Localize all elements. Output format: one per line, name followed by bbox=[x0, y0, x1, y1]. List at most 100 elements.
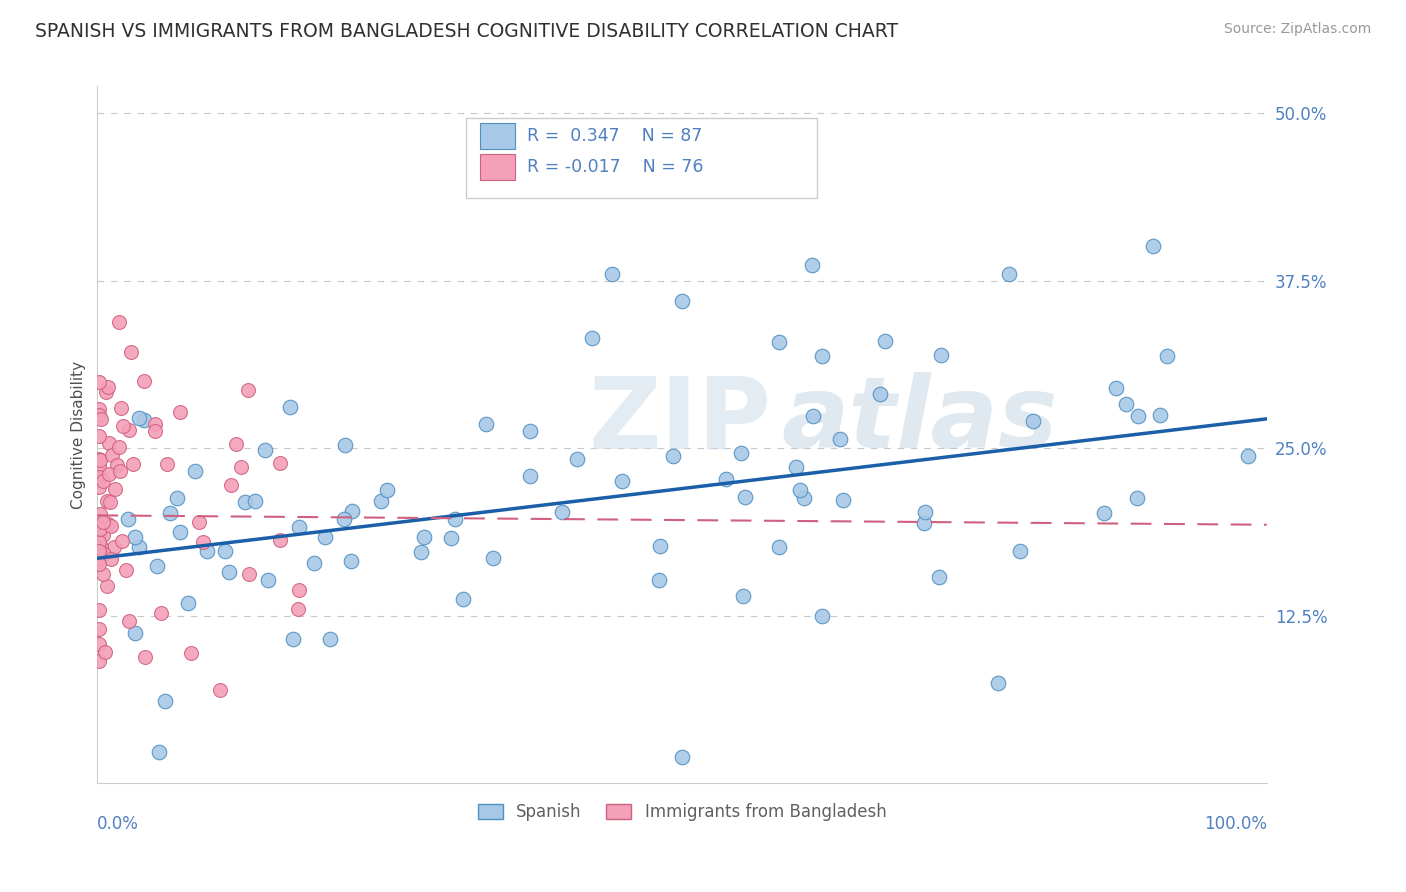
Point bbox=[97, 517, 120, 532]
Point bbox=[811, 609, 834, 624]
Point bbox=[519, 468, 541, 483]
Point bbox=[153, 694, 176, 708]
Point bbox=[280, 400, 302, 414]
Point bbox=[1104, 381, 1126, 395]
Point bbox=[287, 602, 309, 616]
Point bbox=[124, 626, 146, 640]
Point bbox=[256, 574, 278, 588]
Point bbox=[1008, 543, 1031, 558]
Point bbox=[87, 467, 110, 482]
Point bbox=[159, 507, 181, 521]
Point bbox=[565, 451, 588, 466]
Point bbox=[238, 383, 260, 397]
Point bbox=[128, 540, 150, 554]
Point bbox=[90, 540, 112, 554]
Point bbox=[89, 508, 111, 522]
Point bbox=[662, 449, 685, 463]
FancyBboxPatch shape bbox=[479, 122, 515, 149]
Point bbox=[1156, 350, 1178, 364]
Point bbox=[551, 505, 574, 519]
Point bbox=[734, 490, 756, 504]
Point bbox=[581, 330, 603, 344]
Point bbox=[440, 531, 463, 545]
Point bbox=[929, 348, 952, 362]
Point bbox=[650, 539, 672, 553]
Point bbox=[108, 440, 131, 454]
Point bbox=[148, 745, 170, 759]
Point bbox=[87, 470, 110, 484]
Point bbox=[150, 607, 173, 621]
Point bbox=[451, 591, 474, 606]
Point bbox=[87, 401, 110, 416]
Point bbox=[134, 374, 156, 388]
Point bbox=[319, 632, 342, 646]
Point bbox=[108, 315, 131, 329]
Point bbox=[612, 474, 634, 488]
Point bbox=[789, 483, 811, 498]
Point bbox=[912, 516, 935, 530]
FancyBboxPatch shape bbox=[465, 118, 817, 198]
Point bbox=[91, 566, 114, 581]
Point bbox=[413, 530, 436, 544]
Point bbox=[671, 749, 693, 764]
Point bbox=[801, 409, 824, 423]
Point bbox=[104, 483, 127, 497]
Point bbox=[91, 516, 114, 530]
Point bbox=[218, 565, 240, 579]
Point bbox=[156, 457, 179, 471]
Point bbox=[287, 582, 309, 597]
Point bbox=[231, 460, 253, 475]
Point bbox=[411, 544, 433, 558]
Point bbox=[128, 411, 150, 425]
Point bbox=[180, 647, 202, 661]
Point bbox=[253, 443, 276, 458]
Point bbox=[269, 456, 291, 470]
Point bbox=[87, 637, 110, 651]
Point bbox=[209, 682, 232, 697]
Point bbox=[733, 589, 755, 603]
Point bbox=[89, 622, 111, 636]
Legend: Spanish, Immigrants from Bangladesh: Spanish, Immigrants from Bangladesh bbox=[471, 797, 893, 828]
Point bbox=[111, 418, 134, 433]
Point bbox=[87, 557, 110, 571]
Point bbox=[377, 483, 399, 497]
Point bbox=[928, 570, 950, 584]
Point bbox=[87, 529, 110, 543]
Point bbox=[225, 437, 247, 451]
Point bbox=[281, 632, 304, 647]
Y-axis label: Cognitive Disability: Cognitive Disability bbox=[72, 361, 86, 509]
Point bbox=[103, 540, 125, 554]
Point bbox=[342, 504, 364, 518]
Point bbox=[96, 494, 118, 508]
Point bbox=[89, 453, 111, 467]
Point bbox=[1237, 449, 1260, 463]
Point bbox=[1115, 397, 1137, 411]
Point bbox=[90, 411, 112, 425]
Point bbox=[118, 423, 141, 437]
Point bbox=[166, 491, 188, 505]
Point bbox=[111, 533, 134, 548]
Point bbox=[370, 493, 392, 508]
Text: atlas: atlas bbox=[782, 373, 1057, 469]
Point bbox=[118, 614, 141, 628]
Point bbox=[87, 544, 110, 558]
Point bbox=[108, 464, 131, 478]
Point bbox=[87, 543, 110, 558]
Point bbox=[714, 472, 737, 486]
Point bbox=[219, 477, 242, 491]
Point bbox=[122, 457, 145, 471]
Point bbox=[302, 556, 325, 570]
Point bbox=[169, 524, 191, 539]
Point bbox=[132, 412, 155, 426]
Point bbox=[195, 543, 218, 558]
Point bbox=[482, 550, 505, 565]
Point bbox=[768, 335, 790, 350]
Point bbox=[647, 574, 669, 588]
Point bbox=[269, 533, 291, 548]
Text: ZIP: ZIP bbox=[589, 373, 772, 469]
Point bbox=[828, 432, 851, 446]
Point bbox=[869, 387, 891, 401]
Text: R = -0.017    N = 76: R = -0.017 N = 76 bbox=[526, 158, 703, 177]
Point bbox=[288, 520, 311, 534]
Point bbox=[91, 527, 114, 541]
